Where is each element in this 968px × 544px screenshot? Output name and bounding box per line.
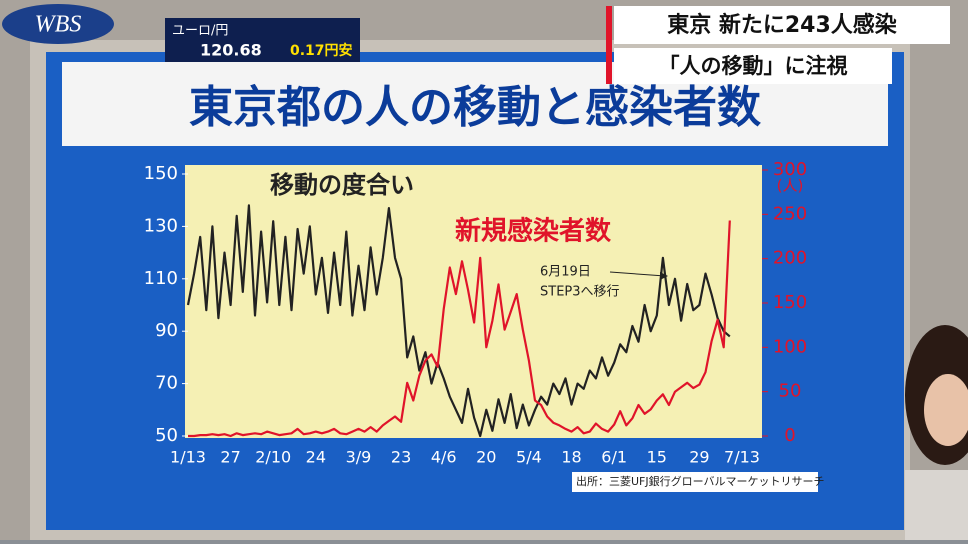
presenter-face — [924, 374, 968, 446]
y-tick-label: 50 — [155, 425, 178, 446]
x-tick-label: 4/6 — [431, 448, 457, 467]
series-label: 新規感染者数 — [455, 216, 612, 247]
x-tick-label: 27 — [220, 448, 240, 467]
y2-tick-label: 0 — [784, 425, 795, 446]
x-tick-label: 1/13 — [170, 448, 206, 467]
x-tick-label: 6/1 — [601, 448, 627, 467]
x-tick-label: 5/4 — [516, 448, 542, 467]
headline-bar — [606, 6, 612, 84]
y-tick-label: 110 — [144, 268, 178, 289]
x-tick-label: 15 — [647, 448, 667, 467]
y2-tick-label: 200 — [773, 248, 807, 269]
logo-bg — [2, 4, 114, 44]
y-tick-label: 130 — [144, 215, 178, 236]
headline: 東京 新たに243人感染 — [667, 12, 897, 38]
series-line — [188, 220, 731, 438]
x-tick-label: 20 — [476, 448, 496, 467]
chart-title: 東京都の人の移動と感染者数 — [189, 82, 761, 133]
source: 出所：三菱UFJ銀行グローバルマーケットリサーチ — [576, 474, 825, 488]
x-tick-label: 24 — [306, 448, 326, 467]
x-tick-label: 29 — [689, 448, 709, 467]
ticker-rate: 120.68 — [200, 41, 262, 60]
x-tick-label: 23 — [391, 448, 411, 467]
series-line — [186, 204, 731, 438]
series-label: 移動の度合い — [270, 171, 414, 199]
y-tick-label: 70 — [155, 373, 178, 394]
ticker — [165, 18, 360, 62]
y2-tick-label: 50 — [779, 381, 802, 402]
y2-label: (人) — [777, 177, 804, 195]
x-tick-label: 18 — [561, 448, 581, 467]
headline: 「人の移動」に注視 — [659, 54, 848, 78]
ticker-label: ユーロ/円 — [172, 24, 228, 39]
presenter-body — [905, 470, 968, 540]
x-tick-label: 7/13 — [724, 448, 760, 467]
x-tick-label: 2/10 — [255, 448, 291, 467]
y2-tick-label: 100 — [773, 336, 807, 357]
ticker-change: 0.17円安 — [290, 42, 353, 59]
logo: WBS — [35, 12, 82, 38]
plot-area — [185, 165, 762, 438]
source-box — [572, 472, 818, 492]
headline-box — [614, 6, 950, 44]
y2-tick-label: 150 — [773, 292, 807, 313]
headline-box — [614, 48, 892, 84]
annotation: 6月19日 — [540, 265, 591, 280]
y-tick-label: 150 — [144, 163, 178, 184]
y-tick-label: 90 — [155, 320, 178, 341]
annotation-arrow — [609, 271, 666, 277]
x-tick-label: 3/9 — [346, 448, 372, 467]
y2-tick-label: 300 — [773, 159, 807, 180]
annotation: STEP3へ移行 — [540, 285, 620, 300]
y2-tick-label: 250 — [773, 203, 807, 224]
